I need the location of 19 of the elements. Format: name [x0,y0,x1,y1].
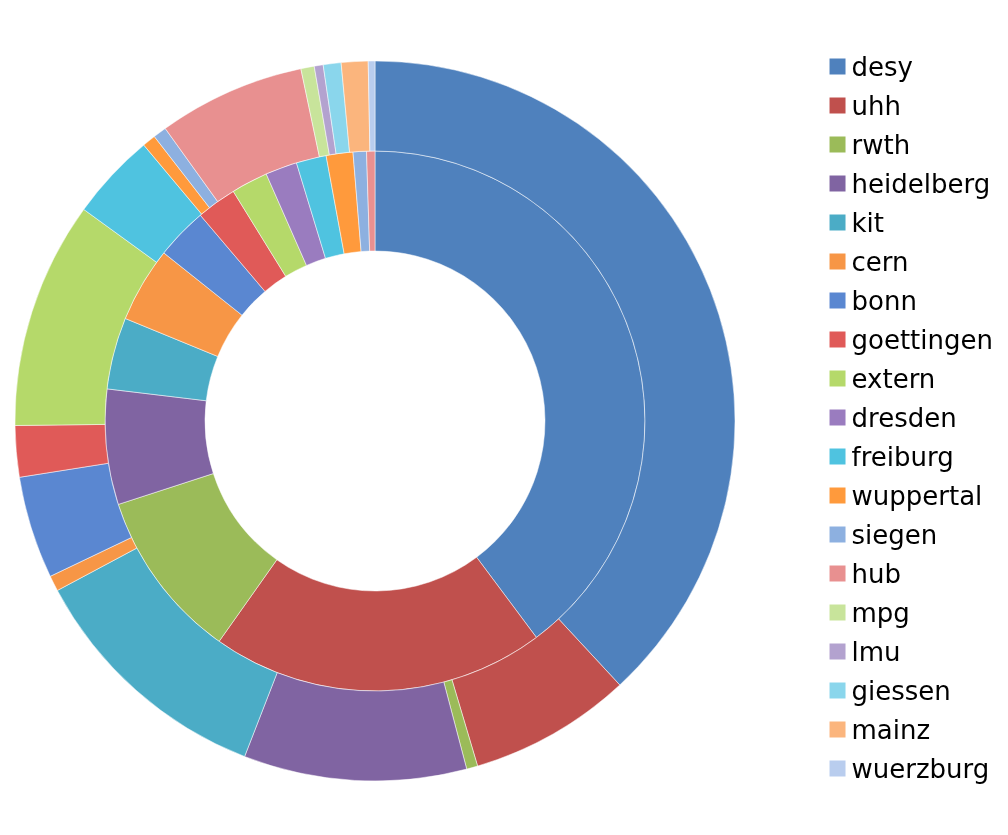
legend-label: kit [851,207,885,238]
legend-label: wuppertal [851,480,983,511]
legend-label: desy [851,51,913,82]
legend-label: lmu [851,636,901,667]
legend-label: siegen [851,519,938,550]
legend-label: freiburg [851,441,954,472]
legend-label: uhh [851,90,901,121]
legend-label: wuerzburg [851,753,990,784]
legend-label: hub [851,558,901,589]
legend-label: extern [851,363,936,394]
legend-label: bonn [851,285,917,316]
legend-label: mpg [851,597,910,628]
legend-label: cern [851,246,909,277]
legend-label: goettingen [851,324,994,355]
legend-label: dresden [851,402,957,433]
legend-label: heidelberg [851,168,991,199]
legend-label: giessen [851,675,951,706]
legend-label: mainz [851,714,931,745]
legend-label: rwth [851,129,911,160]
